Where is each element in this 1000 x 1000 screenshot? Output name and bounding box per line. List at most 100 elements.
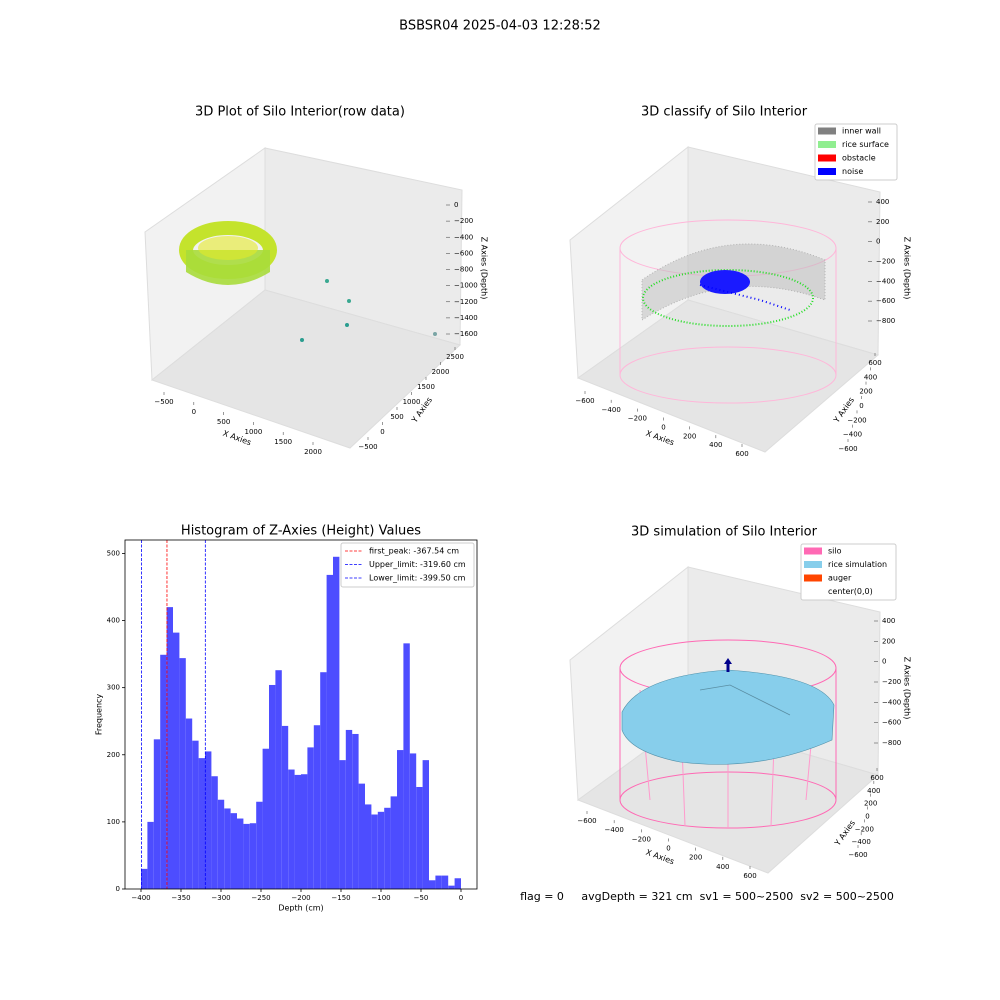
histogram-bar xyxy=(377,811,385,889)
histogram-bar xyxy=(217,799,225,889)
legend-label: noise xyxy=(842,167,863,176)
legend-box xyxy=(340,542,475,588)
z-tick-label: −200 xyxy=(882,678,901,686)
y-axis-label: Frequency xyxy=(95,694,104,736)
y-tick-label: 100 xyxy=(107,818,120,826)
legend: first_peak: -367.54 cm Upper_limit: -319.… xyxy=(340,542,475,588)
histogram-bar xyxy=(326,574,333,889)
legend-label: rice surface xyxy=(842,140,889,149)
histogram-bar xyxy=(313,725,321,889)
legend-label: obstacle xyxy=(842,154,876,163)
histogram-bar xyxy=(333,556,340,889)
histogram-bar xyxy=(371,814,378,889)
histogram-bar xyxy=(249,823,257,889)
z-tick-label: 200 xyxy=(882,637,895,645)
histogram-bar xyxy=(294,774,301,889)
subplot-title: 3D classify of Silo Interior xyxy=(641,105,808,120)
legend-swatch xyxy=(818,168,836,175)
y-tick-label: 500 xyxy=(107,549,120,557)
histogram-bar xyxy=(403,643,410,889)
histogram-bar xyxy=(429,880,436,889)
z-tick-label: 0 xyxy=(454,201,458,209)
x-tick-label: 1000 xyxy=(244,428,262,436)
x-tick-label: 400 xyxy=(709,441,722,449)
histogram-bar xyxy=(384,807,391,889)
x-tick-label: −200 xyxy=(628,415,647,423)
y-tick-label: 0 xyxy=(865,813,869,821)
subplot-title: 3D Plot of Silo Interior(row data) xyxy=(195,105,405,120)
y-tick-label: 200 xyxy=(864,800,877,808)
legend-swatch xyxy=(818,127,836,135)
y-tick-label: 0 xyxy=(380,428,384,436)
z-tick-label: −1200 xyxy=(454,298,478,306)
histogram-bar xyxy=(390,796,397,889)
histogram-bar xyxy=(185,718,193,889)
z-tick-label: 0 xyxy=(876,238,880,246)
x-tick-label: 200 xyxy=(683,432,696,440)
z-tick-label: −600 xyxy=(454,249,473,257)
legend-label: silo xyxy=(828,547,842,556)
x-axis-label: Depth (cm) xyxy=(278,904,323,913)
z-tick-label: 400 xyxy=(882,617,895,625)
z-tick-label: 0 xyxy=(882,658,886,666)
y-tick-label: 300 xyxy=(107,684,120,692)
legend-swatch xyxy=(818,141,836,148)
subplot-title: Histogram of Z-Axies (Height) Values xyxy=(181,524,421,539)
x-tick-label: −600 xyxy=(577,817,596,825)
histogram-bar xyxy=(288,769,295,889)
legend-label: auger xyxy=(828,574,852,583)
y-tick-label: 2000 xyxy=(432,368,450,376)
z-tick-label: −800 xyxy=(876,317,895,325)
x-tick-label: 2000 xyxy=(304,448,322,456)
y-tick-label: −600 xyxy=(848,851,867,859)
x-tick-label: 0 xyxy=(661,424,665,432)
x-tick-label: 600 xyxy=(743,872,756,880)
z-tick-label: −1000 xyxy=(454,282,478,290)
histogram-bar xyxy=(262,748,269,889)
z-axis-label: Z Axies (Depth) xyxy=(903,657,912,720)
z-tick-label: −1600 xyxy=(454,330,478,338)
histogram-bar xyxy=(409,753,417,889)
point-cloud-2 xyxy=(619,219,837,404)
x-tick-label: 1500 xyxy=(274,438,292,446)
footer-text: flag = 0 avgDepth = 321 cm sv1 = 500~250… xyxy=(520,890,894,903)
histogram-bar xyxy=(365,804,372,889)
histogram-bar xyxy=(141,868,148,889)
y-tick-label: 0 xyxy=(859,402,863,410)
histogram-bar xyxy=(352,733,359,889)
x-tick-label: −50 xyxy=(414,894,429,902)
y-tick-label: −600 xyxy=(838,445,857,453)
legend-label: first_peak: -367.54 cm xyxy=(369,547,459,556)
legend-swatch xyxy=(804,574,822,582)
x-tick-label: −400 xyxy=(131,894,150,902)
legend: silo rice simulation auger center(0,0) xyxy=(800,543,897,601)
figure-title: BSBSR04 2025-04-03 12:28:52 xyxy=(399,19,601,34)
y-tick-label: −200 xyxy=(855,825,874,833)
z-tick-label: −200 xyxy=(876,258,895,266)
y-tick-label: 1000 xyxy=(403,398,421,406)
y-tick-label: 400 xyxy=(864,373,877,381)
x-tick-label: −200 xyxy=(291,894,310,902)
x-tick-label: −300 xyxy=(211,894,230,902)
legend-label: inner wall xyxy=(842,127,881,136)
histogram-bar xyxy=(397,750,404,889)
y-tick-label: 200 xyxy=(859,388,872,396)
histogram-bar xyxy=(198,758,205,889)
x-tick-label: 600 xyxy=(735,450,748,458)
histogram-bar xyxy=(307,747,314,889)
y-tick-label: 600 xyxy=(868,359,881,367)
x-tick-label: −500 xyxy=(154,398,173,406)
histogram-bar xyxy=(441,875,449,889)
x-tick-label: −400 xyxy=(602,406,621,414)
histogram-bar xyxy=(345,729,353,889)
histogram-bar xyxy=(205,751,212,889)
y-tick-label: −400 xyxy=(843,431,862,439)
z-tick-label: −600 xyxy=(876,297,895,305)
histogram-bar xyxy=(256,801,263,889)
z-tick-label: −1400 xyxy=(454,314,478,322)
histogram-bar xyxy=(160,654,167,889)
z-tick-label: −800 xyxy=(882,739,901,747)
y-tick-label: 500 xyxy=(390,413,403,421)
z-tick-label: −200 xyxy=(454,217,473,225)
